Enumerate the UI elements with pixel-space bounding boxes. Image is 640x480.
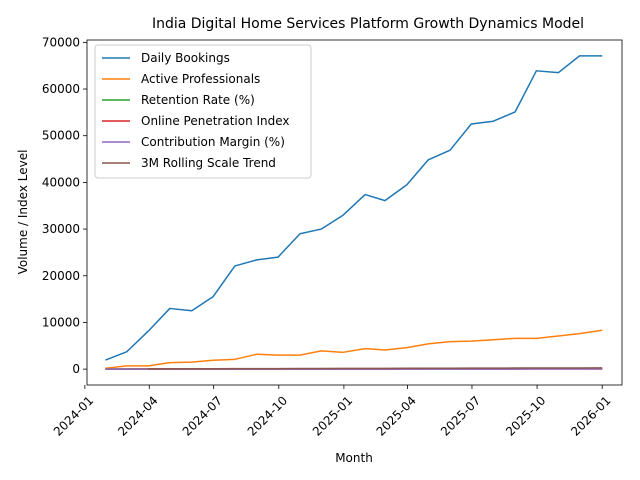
y-tick-label: 40000	[42, 175, 80, 189]
series-line-1	[105, 329, 603, 370]
chart-title: India Digital Home Services Platform Gro…	[152, 16, 584, 32]
y-tick-label: 0	[72, 362, 80, 376]
legend-box	[94, 44, 312, 179]
axes-frame	[86, 39, 623, 386]
y-tick-label: 60000	[42, 82, 80, 96]
y-tick-label: 10000	[42, 315, 80, 329]
series-line-0	[105, 55, 603, 361]
axes-layer	[86, 39, 623, 386]
y-tick-label: 30000	[42, 222, 80, 236]
series-layer	[105, 55, 603, 370]
legend-entry-5: 3M Rolling Scale Trend	[141, 156, 276, 170]
y-axis: 0 10000 20000 30000 40000 50000 60000 70000	[42, 35, 87, 376]
x-axis-label: Month	[335, 451, 373, 465]
series-line-5	[147, 367, 603, 370]
legend-entry-4: Contribution Margin (%)	[141, 135, 285, 149]
legend-entry-0: Daily Bookings	[141, 51, 230, 65]
legend-entry-1: Active Professionals	[141, 72, 260, 86]
legend: Daily Bookings Active Professionals Retent…	[94, 44, 312, 179]
legend-entry-3: Online Penetration Index	[141, 114, 290, 128]
y-axis-label: Volume / Index Level	[16, 150, 30, 275]
y-tick-label: 70000	[42, 35, 80, 49]
y-tick-label: 50000	[42, 129, 80, 143]
legend-entry-2: Retention Rate (%)	[141, 93, 255, 107]
y-tick-label: 20000	[42, 269, 80, 283]
